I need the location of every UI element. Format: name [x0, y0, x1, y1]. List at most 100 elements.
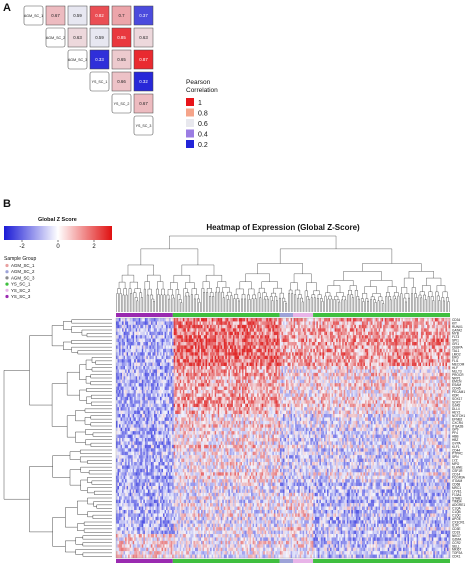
heatmap-cell [434, 321, 437, 326]
heatmap-cell [117, 369, 120, 374]
heatmap-cell [257, 379, 259, 384]
heatmap-cell [360, 318, 363, 322]
heatmap-cell [427, 352, 429, 356]
heatmap-cell [399, 331, 402, 336]
heatmap-cell [153, 352, 156, 356]
heatmap-cell [143, 328, 145, 332]
heatmap-cell [392, 348, 394, 353]
heatmap-cell [257, 331, 259, 336]
heatmap-cell [194, 372, 197, 377]
heatmap-cell [231, 362, 234, 367]
heatmap-cell [270, 366, 273, 370]
heatmap-cell [125, 342, 127, 346]
heatmap-cell [222, 355, 224, 360]
heatmap-cell [368, 328, 370, 332]
heatmap-cell [140, 386, 142, 391]
heatmap-cell [386, 345, 388, 350]
heatmap-cell [237, 383, 240, 387]
heatmap-cell [205, 359, 208, 363]
heatmap-cell [357, 318, 360, 322]
heatmap-cell [346, 379, 349, 384]
heatmap-cell [193, 352, 196, 356]
heatmap-cell [372, 386, 375, 391]
heatmap-cell [257, 376, 259, 380]
heatmap-cell [345, 369, 347, 374]
heatmap-cell [153, 355, 156, 360]
column-dendrogram-branch [236, 298, 240, 312]
heatmap-cell [424, 359, 426, 363]
heatmap-cell [396, 331, 399, 336]
heatmap-cell [317, 321, 320, 326]
heatmap-cell [343, 362, 346, 367]
column-dendrogram-branch [171, 294, 174, 312]
heatmap-cell [235, 328, 238, 332]
row-dendrogram-branch [65, 540, 76, 553]
heatmap-cell [229, 379, 232, 384]
heatmap-cell [169, 335, 171, 339]
heatmap-cell [410, 359, 413, 363]
heatmap-cell [330, 355, 332, 360]
heatmap-cell [132, 318, 135, 322]
heatmap-cell [243, 348, 246, 353]
heatmap-cell [313, 386, 316, 391]
heatmap-cell [437, 321, 440, 326]
heatmap-cell [319, 338, 322, 343]
heatmap-cell [147, 355, 150, 360]
heatmap-cell [263, 359, 265, 363]
heatmap-cell [433, 348, 435, 353]
heatmap-cell [352, 321, 355, 326]
heatmap-cell [187, 372, 190, 377]
heatmap-cell [404, 342, 407, 346]
heatmap-cell [281, 386, 284, 391]
heatmap-cell [396, 369, 399, 374]
heatmap-cell [272, 362, 275, 367]
heatmap-cell [210, 345, 212, 350]
heatmap-cell [296, 328, 299, 332]
column-dendrogram-branch [336, 299, 340, 312]
heatmap-cell [422, 328, 425, 332]
heatmap-cell [248, 321, 250, 326]
heatmap-cell [185, 352, 188, 356]
heatmap-cell [251, 324, 253, 329]
heatmap-cell [193, 383, 196, 387]
sample-annotation-segment [279, 559, 294, 563]
heatmap-cell [125, 355, 127, 360]
heatmap-cell [448, 366, 451, 370]
heatmap-cell [307, 383, 309, 387]
heatmap-cell [166, 355, 168, 360]
heatmap-cell [358, 383, 361, 387]
heatmap-cell [167, 383, 170, 387]
heatmap-cell [254, 352, 256, 356]
sample-group-label: AGM_SC_1 [11, 263, 35, 268]
heatmap-cell [322, 352, 325, 356]
heatmap-cell [402, 324, 405, 329]
heatmap-cell [407, 386, 410, 391]
heatmap-cell [360, 348, 363, 353]
heatmap-cell [255, 335, 258, 339]
heatmap-cell [409, 383, 411, 387]
heatmap-cell [357, 328, 360, 332]
heatmap-cell [283, 335, 285, 339]
column-dendrogram-branch [283, 301, 287, 312]
heatmap-cell [316, 328, 319, 332]
heatmap-cell [214, 379, 217, 384]
heatmap-cell [328, 321, 331, 326]
heatmap-cell [407, 321, 410, 326]
heatmap-cell [273, 355, 276, 360]
heatmap-cell [448, 379, 451, 384]
heatmap-cell [240, 342, 243, 346]
heatmap-cell [214, 386, 217, 391]
heatmap-cell [424, 372, 426, 377]
heatmap-cell [191, 331, 194, 336]
correlation-value: 0.59 [73, 13, 82, 18]
heatmap-cell [249, 335, 252, 339]
heatmap-cell [430, 331, 432, 336]
heatmap-cell [375, 386, 378, 391]
heatmap-cell [409, 342, 411, 346]
heatmap-cell [251, 342, 253, 346]
heatmap-cell [422, 335, 425, 339]
heatmap-cell [155, 335, 158, 339]
column-dendrogram-branch [408, 297, 410, 312]
heatmap-cell [278, 352, 281, 356]
heatmap-cell [214, 324, 217, 329]
